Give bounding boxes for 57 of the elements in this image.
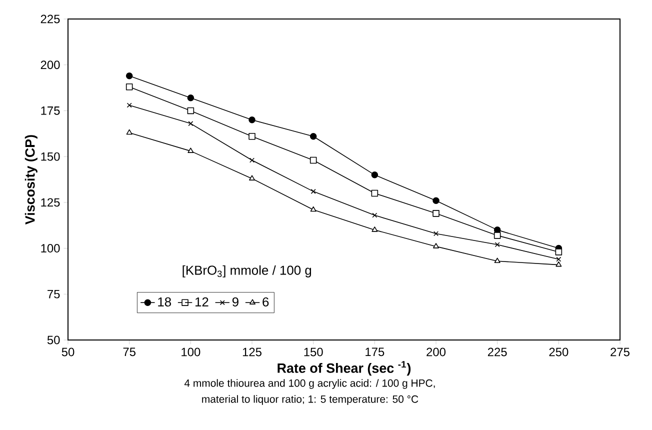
x-tick-label: 275 [610, 348, 630, 356]
x-tick-label: 200 [426, 348, 446, 356]
x-tick-label: 125 [242, 348, 262, 356]
point [310, 206, 316, 212]
point [310, 156, 317, 164]
point [126, 129, 132, 135]
point [188, 148, 194, 153]
y-tick-label: 50 [47, 336, 60, 344]
point [556, 256, 562, 262]
point [248, 116, 256, 124]
text: 4 mmole thiourea and 100 g acrylic acid: / 100 g HPC, [184, 379, 435, 389]
y-tick-label: 225 [40, 14, 60, 24]
x-tick-label: 250 [549, 348, 568, 356]
point [248, 133, 256, 140]
y-tick-label: 100 [41, 244, 60, 253]
point [371, 172, 378, 178]
legend-title: [KBrO$_{3}$] mmole / 100 g [182, 265, 312, 278]
point [432, 197, 440, 204]
x-axis-title: Rate of Shear (sec $^{-1}$) [278, 361, 411, 376]
point [432, 210, 440, 217]
point [494, 232, 501, 239]
point [372, 212, 378, 218]
point [494, 242, 500, 248]
point [310, 133, 317, 140]
legend-label: 9 [232, 297, 238, 306]
point [249, 158, 255, 163]
point [433, 231, 439, 236]
point [126, 72, 133, 80]
point [433, 243, 439, 248]
y-tick-label: 75 [48, 290, 60, 298]
point [556, 261, 562, 267]
point [126, 102, 132, 108]
x-tick-label: 150 [304, 348, 323, 356]
point [372, 226, 378, 232]
point [249, 175, 255, 180]
point [126, 83, 133, 90]
y-tick-label: 125 [41, 198, 60, 207]
y-tick-label: 200 [40, 60, 60, 70]
legend-label: 18 [158, 297, 171, 306]
text: material to liquor ratio; 1: 5 temperature: 50 °C [202, 395, 418, 405]
legend-label: 12 [195, 297, 208, 306]
legend-label: 6 [262, 297, 269, 306]
point [494, 258, 500, 264]
point [188, 121, 194, 126]
x-tick-label: 100 [182, 348, 200, 356]
y-tick-label: 150 [41, 152, 60, 161]
x-tick-label: 50 [62, 348, 74, 356]
x-tick-label: 75 [123, 348, 136, 356]
point [187, 94, 194, 102]
point [371, 190, 378, 197]
point [187, 107, 194, 114]
y-tick-label: 175 [41, 106, 60, 115]
x-tick-label: 225 [488, 348, 507, 356]
x-tick-label: 175 [366, 348, 384, 356]
y-axis-title: Viscosity (CP) [24, 135, 38, 224]
point [310, 188, 316, 194]
point [555, 248, 562, 256]
